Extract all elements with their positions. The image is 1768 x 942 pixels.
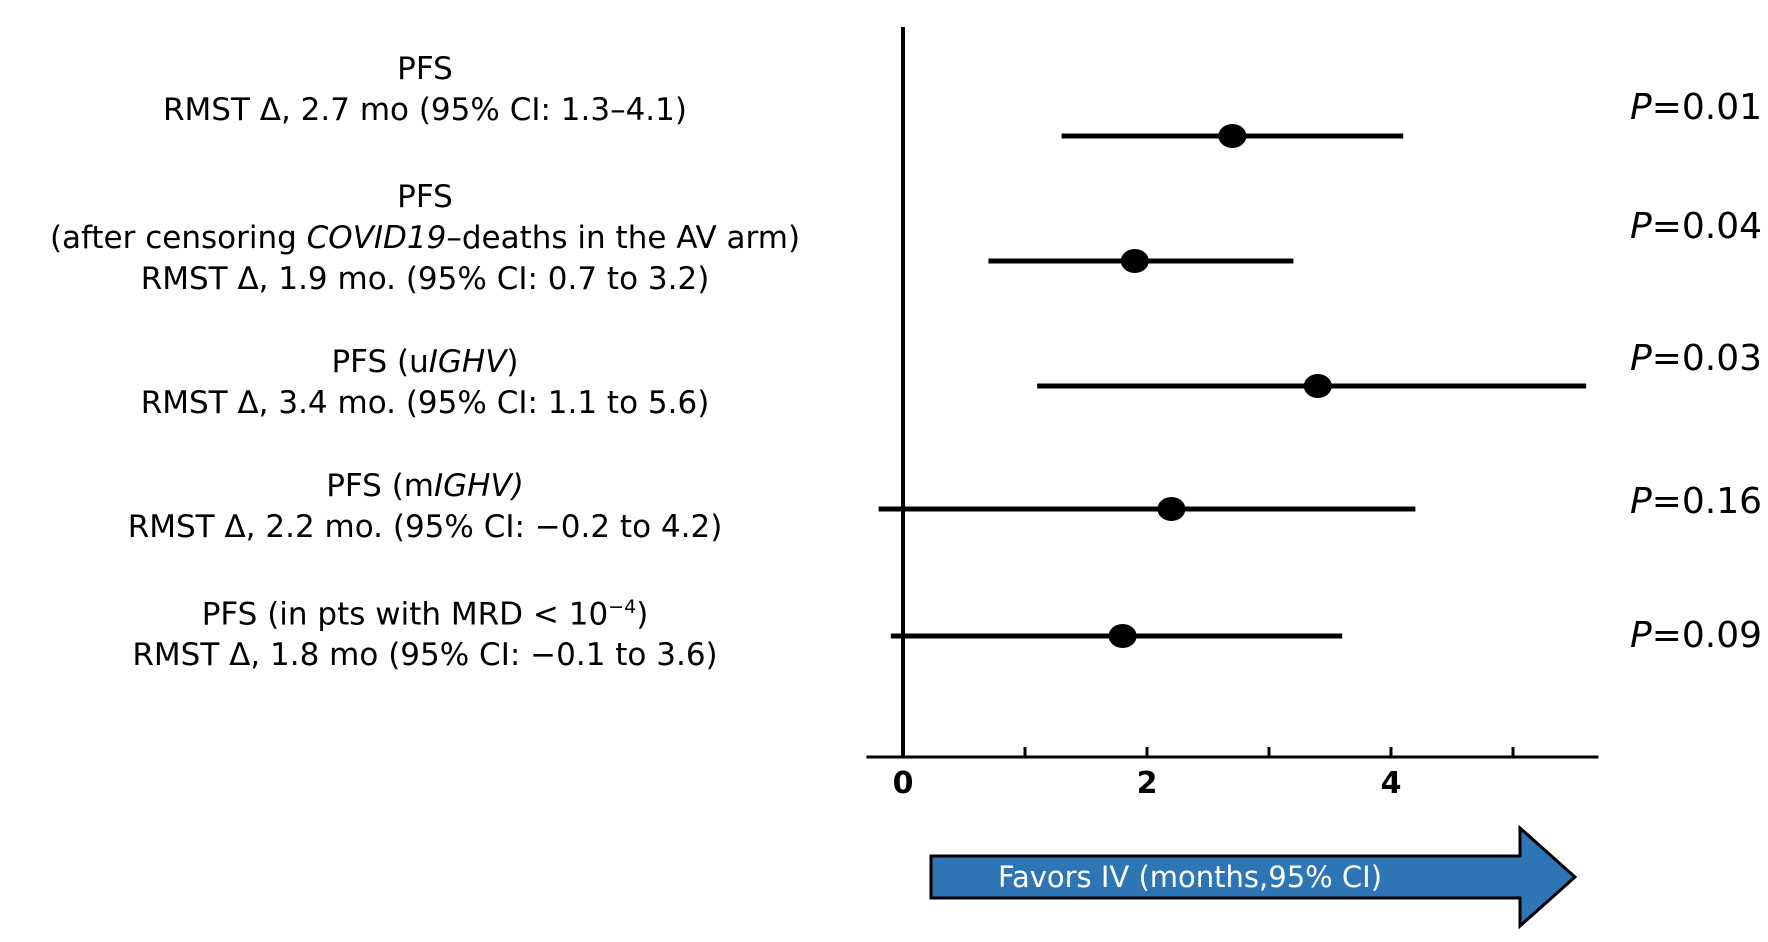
point-estimate bbox=[1108, 624, 1137, 648]
row-label-3: PFS (uIGHV) RMST Δ, 3.4 mo. (95% CI: 1.1… bbox=[0, 342, 850, 424]
x-tick-label: 0 bbox=[893, 766, 914, 801]
p-value-2: P=0.04 bbox=[1630, 206, 1763, 247]
p-value-5: P=0.09 bbox=[1630, 615, 1763, 656]
row-4-detail: RMST Δ, 2.2 mo. (95% CI: −0.2 to 4.2) bbox=[127, 509, 723, 545]
row-2-title: PFS bbox=[397, 179, 453, 215]
point-estimate bbox=[1120, 249, 1149, 273]
row-3-title: PFS (uIGHV) bbox=[331, 344, 519, 380]
row-label-4: PFS (mIGHV) RMST Δ, 2.2 mo. (95% CI: −0.… bbox=[0, 466, 850, 548]
point-estimate bbox=[1218, 124, 1247, 148]
arrow-label: Favors IV (months,95% CI) bbox=[998, 860, 1382, 894]
row-2-subtitle: (after censoring COVID19–deaths in the A… bbox=[49, 220, 801, 256]
p-value-4: P=0.16 bbox=[1630, 481, 1763, 522]
point-estimate bbox=[1303, 374, 1332, 398]
favors-arrow bbox=[929, 824, 1578, 930]
row-5-title: PFS (in pts with MRD < 10−4) bbox=[201, 596, 649, 633]
p-value-1: P=0.01 bbox=[1630, 87, 1763, 128]
row-3-detail: RMST Δ, 3.4 mo. (95% CI: 1.1 to 5.6) bbox=[140, 385, 710, 421]
row-label-1: PFS RMST Δ, 2.7 mo (95% CI: 1.3–4.1) bbox=[0, 49, 850, 131]
row-2-detail: RMST Δ, 1.9 mo. (95% CI: 0.7 to 3.2) bbox=[140, 261, 710, 297]
point-estimate bbox=[1157, 497, 1186, 521]
row-5-detail: RMST Δ, 1.8 mo (95% CI: −0.1 to 3.6) bbox=[132, 637, 718, 674]
row-label-2: PFS (after censoring COVID19–deaths in t… bbox=[0, 177, 850, 300]
x-tick-label: 4 bbox=[1381, 766, 1402, 801]
p-value-3: P=0.03 bbox=[1630, 338, 1763, 379]
row-4-title: PFS (mIGHV) bbox=[326, 468, 524, 504]
row-label-5: PFS (in pts with MRD < 10−4) RMST Δ, 1.8… bbox=[0, 587, 850, 676]
row-1-title: PFS bbox=[397, 51, 453, 87]
row-1-detail: RMST Δ, 2.7 mo (95% CI: 1.3–4.1) bbox=[163, 92, 687, 128]
x-tick-label: 2 bbox=[1137, 766, 1158, 801]
